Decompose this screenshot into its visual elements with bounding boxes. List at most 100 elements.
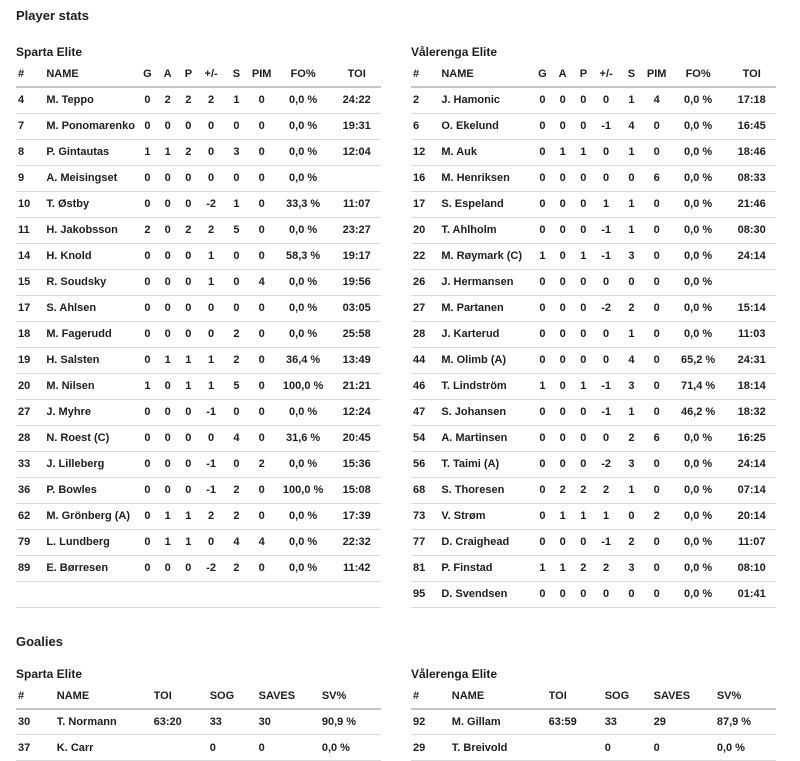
- cell-assists: 1: [553, 555, 573, 581]
- cell-name: A. Martinsen: [441, 425, 532, 451]
- cell-points: 0: [573, 347, 594, 373]
- cell-toi: 11:07: [727, 529, 776, 555]
- cell-plusminus: 0: [199, 529, 223, 555]
- cell-number: 11: [16, 217, 46, 243]
- cell-plusminus: 2: [594, 477, 618, 503]
- cell-number: 26: [411, 269, 441, 295]
- cell-toi: 17:39: [332, 503, 381, 529]
- cell-fo-pct: 36,4 %: [274, 347, 333, 373]
- cell-toi: 12:04: [332, 139, 381, 165]
- cell-pim: 0: [250, 295, 274, 321]
- cell-assists: 0: [158, 425, 178, 451]
- cell-sv-pct: 87,9 %: [717, 709, 776, 735]
- cell-assists: 0: [553, 373, 573, 399]
- cell-number: 6: [411, 113, 441, 139]
- cell-assists: 1: [158, 139, 178, 165]
- cell-pim: 0: [250, 139, 274, 165]
- column-header-saves: SAVES: [259, 688, 322, 709]
- cell-pim: 0: [645, 139, 669, 165]
- cell-number: 54: [411, 425, 441, 451]
- player-row: [16, 581, 381, 607]
- cell-shots: 1: [223, 87, 249, 113]
- cell-name: P. Bowles: [46, 477, 137, 503]
- cell-toi: 21:46: [727, 191, 776, 217]
- column-header-name: NAME: [441, 66, 532, 87]
- cell-fo-pct: 0,0 %: [669, 425, 728, 451]
- cell-toi: 24:14: [727, 243, 776, 269]
- cell-sog: 33: [605, 709, 654, 735]
- cell-toi: 19:17: [332, 243, 381, 269]
- cell-pim: 0: [645, 269, 669, 295]
- cell-fo-pct: 0,0 %: [274, 555, 333, 581]
- cell-toi: 11:07: [332, 191, 381, 217]
- cell-name: J. Hamonic: [441, 87, 532, 113]
- cell-shots: 3: [618, 373, 644, 399]
- cell-points: 1: [178, 347, 199, 373]
- cell-name: J. Myhre: [46, 399, 137, 425]
- cell-name: N. Roest (C): [46, 425, 137, 451]
- cell-saves: 30: [259, 709, 322, 735]
- column-header-saves: SAVES: [654, 688, 717, 709]
- cell-assists: 0: [553, 191, 573, 217]
- cell-plusminus: 1: [594, 191, 618, 217]
- cell-shots: 0: [223, 451, 249, 477]
- cell-sog: 0: [605, 735, 654, 761]
- cell-plusminus: -2: [199, 191, 223, 217]
- cell-number: 92: [411, 709, 452, 735]
- cell-fo-pct: 100,0 %: [274, 477, 333, 503]
- cell-plusminus: -1: [199, 451, 223, 477]
- cell-goals: 0: [137, 191, 157, 217]
- cell-number: 17: [16, 295, 46, 321]
- cell-name: M. Partanen: [441, 295, 532, 321]
- cell-assists: 0: [553, 451, 573, 477]
- cell-shots: 0: [618, 165, 644, 191]
- column-header-goals: G: [532, 66, 552, 87]
- cell-shots: 1: [618, 139, 644, 165]
- column-header-goals: G: [137, 66, 157, 87]
- cell-shots: 0: [618, 269, 644, 295]
- cell-plusminus: 2: [199, 503, 223, 529]
- column-header-number: #: [411, 66, 441, 87]
- cell-pim: 0: [250, 347, 274, 373]
- cell-toi: [154, 735, 210, 761]
- cell-plusminus: 0: [594, 425, 618, 451]
- cell-assists: 1: [158, 347, 178, 373]
- cell-goals: 0: [532, 269, 552, 295]
- cell-plusminus: -1: [594, 217, 618, 243]
- cell-shots: 2: [618, 529, 644, 555]
- cell-name: M. Olimb (A): [441, 347, 532, 373]
- cell-points: 0: [178, 113, 199, 139]
- cell-shots: 2: [223, 555, 249, 581]
- cell-points: 2: [178, 139, 199, 165]
- cell-number: 36: [16, 477, 46, 503]
- column-header-name: NAME: [57, 688, 154, 709]
- cell-name: K. Carr: [57, 735, 154, 761]
- cell-points: 2: [573, 477, 594, 503]
- cell-goals: 0: [532, 477, 552, 503]
- cell-points: 0: [178, 191, 199, 217]
- cell-number: 79: [16, 529, 46, 555]
- cell-name: R. Soudsky: [46, 269, 137, 295]
- cell-assists: 0: [553, 113, 573, 139]
- cell-number: 28: [16, 425, 46, 451]
- cell-plusminus: 0: [594, 347, 618, 373]
- cell-goals: 1: [532, 373, 552, 399]
- cell-name: T. Lindström: [441, 373, 532, 399]
- cell-shots: 2: [223, 321, 249, 347]
- cell-name: M. Teppo: [46, 87, 137, 113]
- cell-plusminus: -1: [594, 529, 618, 555]
- cell-goals: 0: [137, 269, 157, 295]
- cell-assists: 0: [158, 113, 178, 139]
- column-header-sog: SOG: [605, 688, 654, 709]
